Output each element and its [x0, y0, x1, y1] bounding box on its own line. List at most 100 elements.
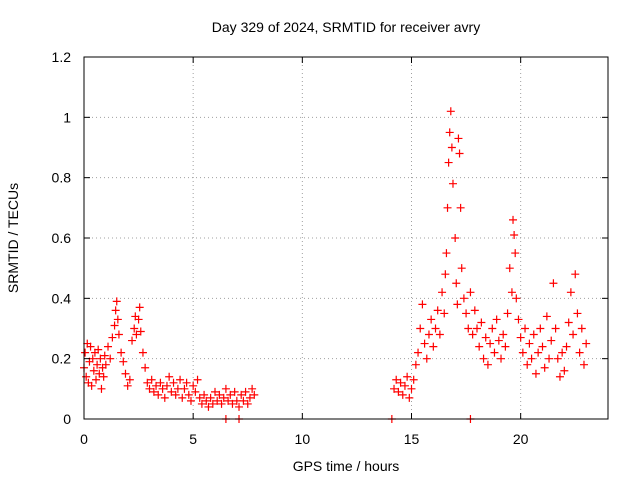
- data-point: [511, 249, 520, 258]
- data-point: [226, 390, 235, 399]
- data-point: [444, 158, 453, 167]
- data-point: [215, 390, 224, 399]
- data-point: [211, 387, 219, 396]
- data-point: [152, 381, 161, 390]
- data-point: [418, 300, 427, 309]
- data-point: [398, 390, 407, 399]
- axis-ticks: [83, 56, 608, 420]
- data-point: [483, 360, 492, 369]
- data-point: [555, 372, 564, 381]
- y-tick-label: 0: [63, 411, 71, 427]
- data-point: [221, 384, 230, 393]
- data-point: [509, 215, 518, 224]
- data-point: [134, 315, 143, 324]
- data-point: [562, 342, 571, 351]
- data-point: [551, 324, 560, 333]
- data-point: [446, 107, 455, 116]
- data-point: [138, 348, 147, 357]
- data-point: [191, 387, 200, 396]
- data-point: [145, 384, 154, 393]
- data-point: [494, 336, 503, 345]
- data-point: [88, 354, 97, 363]
- data-point: [113, 315, 122, 324]
- x-axis-label: GPS time / hours: [293, 458, 400, 474]
- data-point: [176, 375, 185, 384]
- data-point: [514, 315, 523, 324]
- data-point: [477, 318, 486, 327]
- data-point: [147, 375, 156, 384]
- data-point: [219, 393, 228, 402]
- data-point: [492, 315, 501, 324]
- data-point: [549, 279, 558, 288]
- data-point: [457, 264, 466, 273]
- data-point: [117, 348, 126, 357]
- data-point: [523, 360, 532, 369]
- data-point: [527, 354, 536, 363]
- data-point: [497, 354, 506, 363]
- data-point: [396, 378, 405, 387]
- data-point: [488, 324, 497, 333]
- data-point: [243, 399, 252, 408]
- data-point: [424, 330, 433, 339]
- y-tick-label: 1.2: [52, 49, 72, 65]
- data-point: [248, 384, 257, 393]
- data-point: [564, 318, 573, 327]
- data-point: [112, 297, 121, 306]
- data-point: [392, 375, 401, 384]
- x-tick-label: 20: [513, 431, 529, 447]
- data-point: [135, 303, 144, 312]
- data-point: [553, 354, 562, 363]
- data-point: [521, 324, 530, 333]
- data-point: [481, 333, 490, 342]
- y-tick-label: 0.6: [52, 230, 72, 246]
- data-point: [464, 324, 473, 333]
- y-axis-label: SRMTID / TECUs: [5, 183, 21, 293]
- data-point: [245, 393, 254, 402]
- data-point: [230, 387, 239, 396]
- data-point: [486, 339, 495, 348]
- data-point: [171, 390, 180, 399]
- data-point: [141, 363, 150, 372]
- data-point: [156, 378, 165, 387]
- data-point: [224, 396, 233, 405]
- x-tick-label: 10: [295, 431, 311, 447]
- data-point: [407, 384, 416, 393]
- data-point: [89, 366, 98, 375]
- data-point: [180, 384, 189, 393]
- data-point: [438, 288, 447, 297]
- data-point: [237, 390, 246, 399]
- data-point: [534, 348, 543, 357]
- y-tick-label: 0.4: [52, 290, 72, 306]
- data-point: [193, 375, 202, 384]
- data-point: [394, 387, 403, 396]
- data-point: [531, 369, 540, 378]
- data-point: [94, 345, 103, 354]
- data-point: [505, 264, 514, 273]
- data-point: [403, 372, 412, 381]
- data-point: [452, 279, 461, 288]
- data-point: [558, 348, 567, 357]
- data-point: [540, 363, 549, 372]
- data-point: [149, 387, 158, 396]
- data-point: [123, 381, 132, 390]
- x-tick-label: 5: [189, 431, 197, 447]
- data-point: [96, 354, 105, 363]
- data-point: [165, 372, 174, 381]
- data-point: [143, 378, 152, 387]
- data-point: [571, 270, 580, 279]
- data-point: [132, 330, 141, 339]
- data-point: [110, 321, 119, 330]
- data-point: [195, 393, 204, 402]
- data-point: [422, 354, 431, 363]
- data-point: [579, 360, 588, 369]
- data-point: [431, 324, 440, 333]
- data-point: [433, 306, 442, 315]
- data-point: [510, 230, 519, 239]
- data-point: [441, 270, 450, 279]
- data-point: [92, 375, 101, 384]
- data-point: [101, 360, 110, 369]
- data-point: [87, 381, 96, 390]
- data-point: [501, 342, 510, 351]
- data-point: [427, 315, 436, 324]
- data-point: [167, 387, 176, 396]
